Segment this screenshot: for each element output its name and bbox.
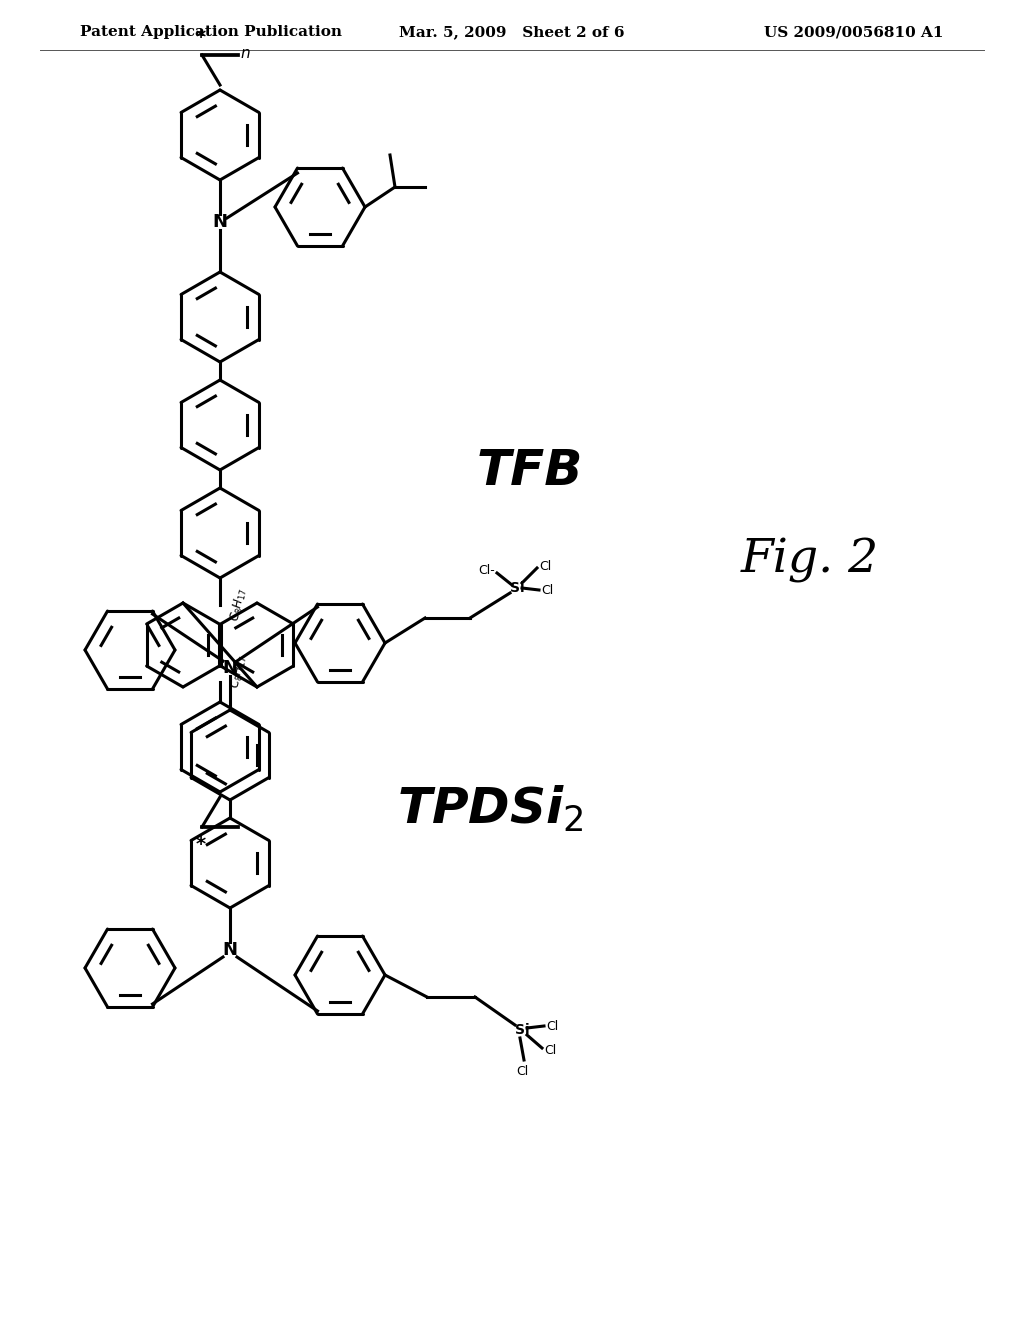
Text: N: N — [213, 213, 227, 231]
Text: TPDSi$_2$: TPDSi$_2$ — [396, 784, 584, 834]
Text: Fig. 2: Fig. 2 — [741, 537, 880, 582]
Text: Si: Si — [510, 581, 524, 595]
Text: Cl: Cl — [516, 1065, 528, 1078]
Text: $C_8H_{17}$: $C_8H_{17}$ — [228, 653, 250, 690]
Text: Cl: Cl — [541, 583, 553, 597]
Text: Cl: Cl — [544, 1044, 556, 1056]
Text: Mar. 5, 2009   Sheet 2 of 6: Mar. 5, 2009 Sheet 2 of 6 — [399, 25, 625, 40]
Text: Cl-: Cl- — [478, 565, 495, 578]
Text: Cl: Cl — [539, 560, 551, 573]
Text: n: n — [240, 45, 250, 61]
Text: Si: Si — [515, 1023, 529, 1038]
Text: $C_8H_{17}$: $C_8H_{17}$ — [228, 586, 250, 623]
Text: *: * — [196, 28, 206, 48]
Text: US 2009/0056810 A1: US 2009/0056810 A1 — [765, 25, 944, 40]
Text: TFB: TFB — [477, 447, 584, 495]
Text: *: * — [196, 836, 206, 854]
Text: Patent Application Publication: Patent Application Publication — [80, 25, 342, 40]
Text: N: N — [222, 659, 238, 677]
Text: Cl: Cl — [546, 1019, 558, 1032]
Text: N: N — [222, 941, 238, 960]
